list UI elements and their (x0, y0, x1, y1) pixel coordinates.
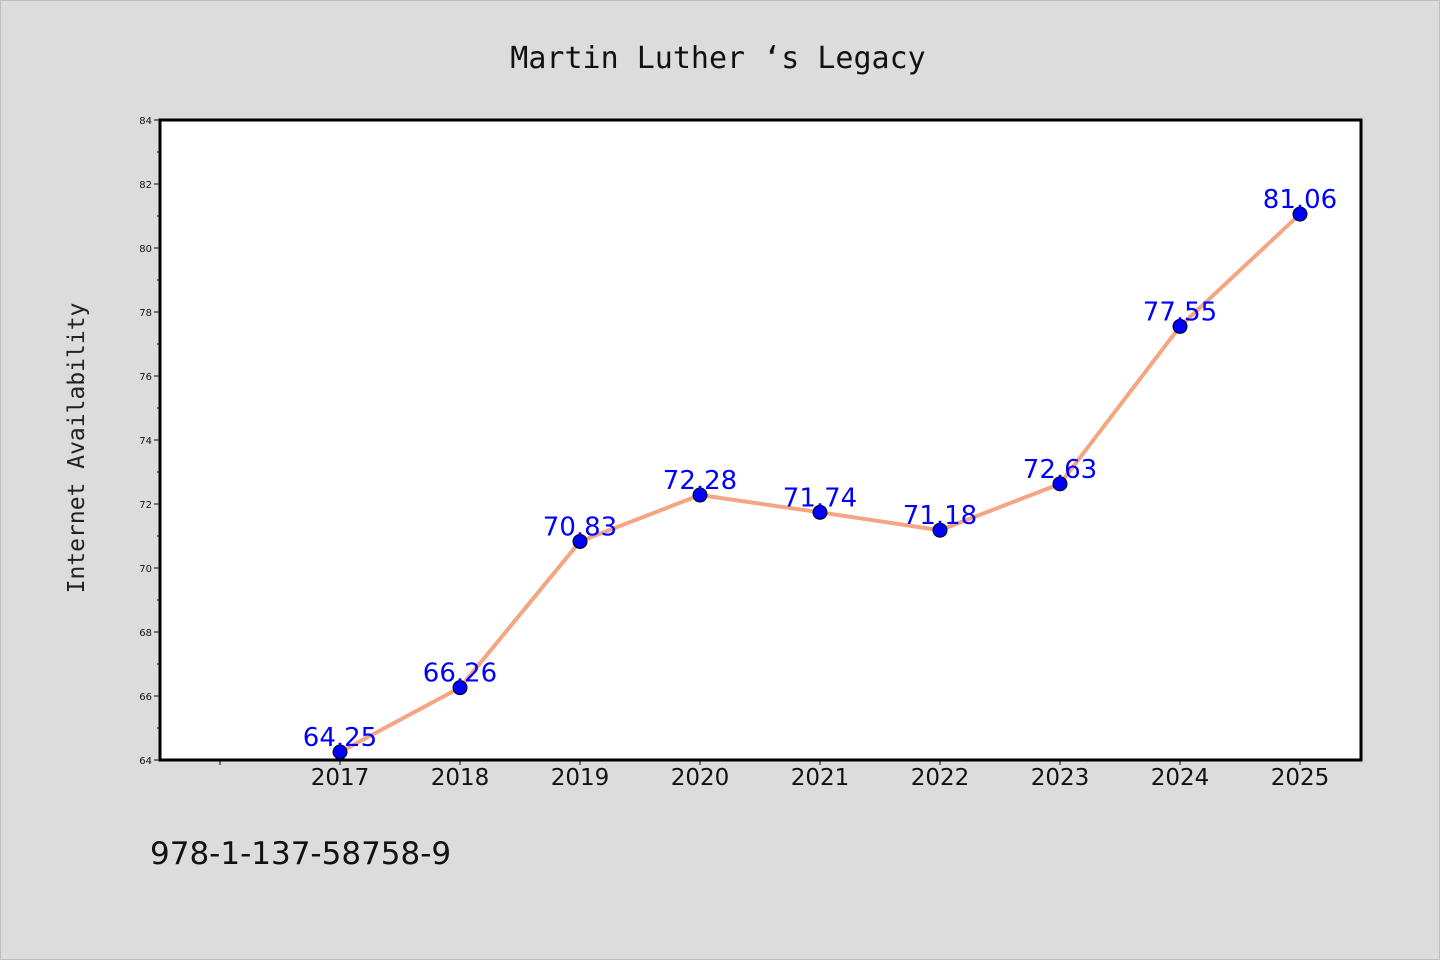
data-point (572, 533, 588, 549)
y-tick-label: 66 (139, 692, 152, 703)
data-point (332, 744, 348, 760)
x-tick-label: 2018 (431, 765, 490, 791)
data-label: 77.55 (1143, 297, 1217, 327)
data-label: 81.06 (1263, 185, 1337, 215)
y-axis-label: Internet Availability (64, 303, 90, 594)
data-point (932, 522, 948, 538)
data-label: 72.63 (1023, 455, 1097, 485)
x-axis-ticks: 2017 2018 2019 2020 2021 2022 2023 2024 2025 (219, 760, 1330, 791)
data-labels-layer: 64.25 66.26 70.83 72.28 71.74 71.18 72.63 77.55… (303, 185, 1337, 753)
y-tick-label: 80 (139, 244, 152, 255)
y-tick-label: 68 (139, 628, 152, 639)
data-point (1172, 318, 1188, 334)
y-tick-label: 74 (139, 436, 152, 447)
data-label: 72.28 (663, 466, 737, 496)
y-tick-label: 64 (139, 756, 152, 767)
plot-area (158, 118, 1363, 762)
data-label: 71.18 (903, 501, 977, 531)
series-layer (332, 206, 1308, 760)
y-tick-label: 82 (139, 180, 152, 191)
x-tick-label: 2022 (911, 765, 970, 791)
x-tick-label: 2017 (311, 765, 370, 791)
y-tick-label: 72 (139, 500, 152, 511)
data-label: 66.26 (423, 659, 497, 689)
data-label: 64.25 (303, 723, 377, 753)
data-point (812, 504, 828, 520)
x-tick-label: 2020 (671, 765, 730, 791)
isbn-footer: 978-1-137-58758-9 (150, 836, 451, 872)
data-point (1052, 476, 1068, 492)
data-point (1292, 206, 1308, 222)
x-tick-label: 2024 (1151, 765, 1210, 791)
x-tick-label: 2023 (1031, 765, 1090, 791)
y-axis-ticks: 64 66 68 70 72 74 76 78 80 82 84 (139, 116, 160, 767)
chart-title: Martin Luther ‘s Legacy (510, 41, 925, 76)
data-label: 70.83 (543, 512, 617, 542)
data-point (692, 487, 708, 503)
data-label: 71.74 (783, 483, 857, 513)
y-tick-label: 70 (139, 564, 152, 575)
data-point (452, 680, 468, 696)
y-tick-label: 78 (139, 308, 152, 319)
x-tick-label: 2019 (551, 765, 610, 791)
x-tick-label: 2025 (1271, 765, 1330, 791)
y-tick-label: 76 (139, 372, 152, 383)
y-tick-label: 84 (139, 116, 152, 127)
x-tick-label: 2021 (791, 765, 850, 791)
